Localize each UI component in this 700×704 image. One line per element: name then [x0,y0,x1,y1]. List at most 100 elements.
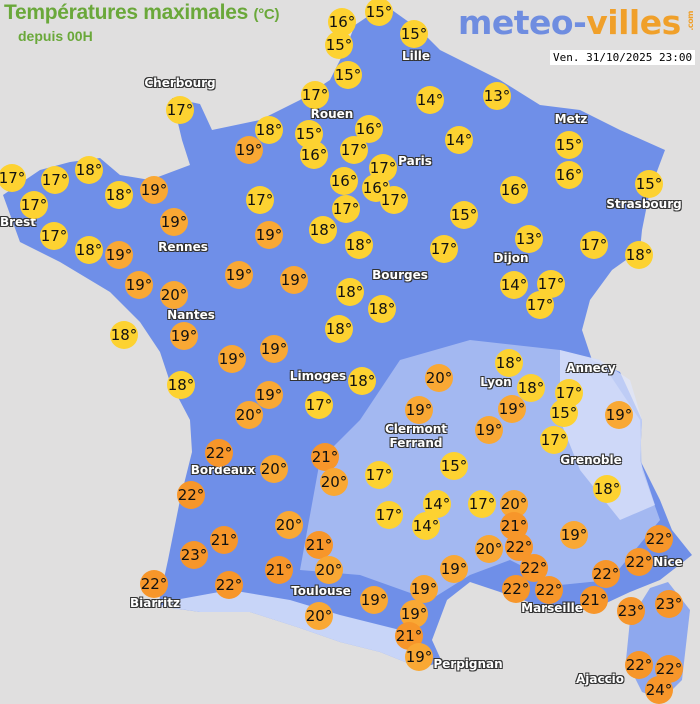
temperature-marker: 16° [500,176,528,204]
temperature-marker: 18° [495,349,523,377]
temperature-marker: 22° [592,560,620,588]
temperature-marker: 22° [645,525,673,553]
title-text: Températures maximales [4,1,248,24]
temperature-marker: 19° [218,345,246,373]
temperature-marker: 17° [340,136,368,164]
temperature-marker: 19° [225,261,253,289]
map-title: Températures maximales (°C) [4,1,279,25]
temperature-marker: 17° [301,81,329,109]
temperature-marker: 19° [235,136,263,164]
temperature-marker: 19° [410,575,438,603]
alps-shading [560,350,655,520]
temperature-marker: 20° [475,535,503,563]
city-label: Annecy [566,361,616,375]
temperature-marker: 20° [305,602,333,630]
city-label: Bordeaux [190,463,256,477]
temperature-marker: 23° [655,590,683,618]
city-label: Grenoble [560,453,622,467]
meteo-villes-logo[interactable]: meteo-villes .com [458,3,695,42]
city-label: Nantes [167,308,215,322]
datetime-stamp: Ven. 31/10/2025 23:00 [550,50,696,65]
temperature-marker: 19° [560,521,588,549]
temperature-marker: 19° [160,208,188,236]
city-label: Toulouse [291,584,351,598]
temperature-marker: 21° [210,526,238,554]
temperature-marker: 14° [445,126,473,154]
temperature-marker: 22° [625,651,653,679]
temperature-marker: 17° [580,231,608,259]
temperature-marker: 21° [265,556,293,584]
temperature-marker: 15° [550,399,578,427]
city-label: Dijon [493,251,529,265]
temperature-marker: 15° [440,452,468,480]
city-label: Biarritz [129,596,181,610]
temperature-marker: 14° [416,86,444,114]
temperature-marker: 22° [215,571,243,599]
city-label: Cherbourg [144,76,216,90]
temperature-marker: 17° [365,461,393,489]
temperature-marker: 20° [235,401,263,429]
temperature-marker: 19° [260,335,288,363]
temperature-marker: 16° [300,141,328,169]
temperature-marker: 16° [555,161,583,189]
temperature-marker: 22° [655,655,683,683]
temperature-marker: 17° [40,222,68,250]
temperature-marker: 21° [305,531,333,559]
city-label: Lille [401,49,431,63]
logo-part3: .com [685,11,695,31]
temperature-marker: 17° [369,154,397,182]
temperature-marker: 22° [140,570,168,598]
temperature-marker: 22° [535,576,563,604]
temperature-marker: 17° [380,186,408,214]
temperature-marker: 22° [502,575,530,603]
temperature-marker: 13° [515,225,543,253]
temperature-marker: 23° [180,541,208,569]
temperature-marker: 19° [125,271,153,299]
city-label: Strasbourg [606,197,682,211]
temperature-marker: 16° [330,167,358,195]
temperature-marker: 19° [280,266,308,294]
logo-part2: villes [586,3,681,42]
temperature-marker: 15° [400,20,428,48]
temperature-marker: 20° [315,556,343,584]
temperature-marker: 17° [430,235,458,263]
temperature-marker: 18° [625,241,653,269]
city-label: Limoges [289,369,347,383]
temperature-marker: 15° [325,31,353,59]
temperature-marker: 15° [555,131,583,159]
temperature-marker: 18° [309,216,337,244]
title-unit: (°C) [253,6,280,23]
temperature-marker: 19° [405,643,433,671]
temperature-marker: 19° [255,381,283,409]
temperature-marker: 18° [105,181,133,209]
temperature-marker: 19° [405,396,433,424]
temperature-marker: 17° [526,291,554,319]
city-label: Marseille [521,601,583,615]
city-label: Lyon [480,375,512,389]
temperature-marker: 19° [105,241,133,269]
temperature-marker: 18° [325,315,353,343]
temperature-marker: 17° [305,391,333,419]
temperature-marker: 17° [332,195,360,223]
temperature-marker: 18° [517,374,545,402]
temperature-marker: 19° [475,416,503,444]
temperature-marker: 18° [75,156,103,184]
temperature-marker: 20° [320,468,348,496]
city-label: Rennes [158,240,208,254]
temperature-marker: 14° [500,271,528,299]
temperature-marker: 20° [425,364,453,392]
temperature-marker: 22° [177,481,205,509]
temperature-marker: 23° [617,597,645,625]
temperature-marker: 22° [205,439,233,467]
temperature-marker: 20° [160,281,188,309]
city-label: Ajaccio [575,672,625,686]
temperature-marker: 18° [75,236,103,264]
city-label: Paris [398,154,432,168]
temperature-marker: 18° [167,371,195,399]
temperature-marker: 17° [166,96,194,124]
temperature-marker: 19° [605,401,633,429]
city-label: Bourges [372,268,428,282]
temperature-marker: 19° [255,221,283,249]
temperature-marker: 17° [540,426,568,454]
temperature-marker: 18° [336,278,364,306]
